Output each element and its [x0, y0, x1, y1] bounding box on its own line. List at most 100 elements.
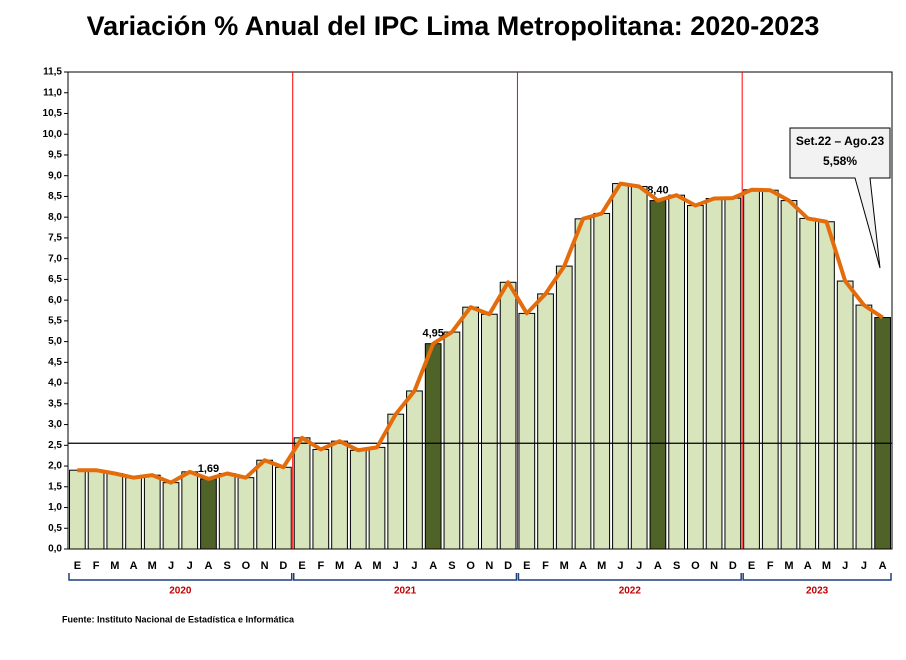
x-tick-label: E [298, 560, 305, 572]
bar [686, 205, 704, 550]
bar [855, 304, 873, 550]
bar [668, 194, 686, 550]
x-tick-label: S [224, 560, 231, 572]
x-tick-label: D [504, 560, 512, 572]
annotation-box [789, 127, 891, 269]
bar [593, 212, 611, 550]
bar [312, 448, 330, 550]
bar [705, 198, 723, 550]
bar [874, 317, 892, 550]
x-tick-label: J [636, 560, 642, 572]
y-tick-label: 4,0 [48, 378, 62, 389]
x-tick-label: N [485, 560, 493, 572]
y-tick-label: 2,0 [48, 461, 62, 472]
bar [780, 200, 798, 550]
x-tick-label: S [673, 560, 680, 572]
x-tick-label: O [466, 560, 475, 572]
x-tick-label: N [261, 560, 269, 572]
y-tick-label: 0,5 [48, 523, 62, 534]
annotation-text: Set.22 – Ago.23 [796, 134, 885, 148]
x-tick-label: F [767, 560, 774, 572]
x-tick-label: J [411, 560, 417, 572]
x-tick-label: M [822, 560, 831, 572]
y-tick-label: 8,5 [48, 191, 62, 202]
y-tick-label: 2,5 [48, 440, 62, 451]
bar [368, 446, 386, 550]
year-label: 2021 [394, 586, 417, 597]
year-bracket [742, 573, 892, 581]
y-tick-label: 11,0 [43, 87, 62, 98]
y-tick-label: 3,5 [48, 398, 62, 409]
y-tick-label: 4,5 [48, 357, 62, 368]
x-tick-label: A [429, 560, 437, 572]
annotation-text: 5,58% [823, 154, 857, 168]
bar [106, 473, 124, 550]
x-tick-label: M [784, 560, 793, 572]
bar [424, 343, 442, 550]
y-tick-label: 9,5 [48, 150, 62, 161]
y-tick-label: 7,5 [48, 233, 62, 244]
x-tick-label: J [617, 560, 623, 572]
bar [162, 482, 180, 550]
bar [256, 459, 274, 550]
bar [836, 280, 854, 550]
bar [499, 281, 517, 550]
y-tick-label: 3,0 [48, 419, 62, 430]
bar [181, 471, 199, 550]
year-bracket [292, 573, 518, 581]
x-tick-label: A [130, 560, 138, 572]
y-tick-label: 9,0 [48, 170, 62, 181]
y-tick-label: 1,0 [48, 502, 62, 513]
year-label: 2022 [619, 586, 642, 597]
line-series [77, 181, 884, 485]
bar [68, 469, 86, 550]
x-tick-label: E [523, 560, 530, 572]
x-tick-label: M [148, 560, 157, 572]
x-tick-label: A [579, 560, 587, 572]
x-tick-label: A [204, 560, 212, 572]
bar [462, 306, 480, 550]
x-tick-label: O [691, 560, 700, 572]
x-tick-label: M [335, 560, 344, 572]
bar [200, 478, 217, 550]
bar [480, 313, 498, 550]
x-tick-label: F [317, 560, 324, 572]
x-tick-label: J [842, 560, 848, 572]
y-tick-label: 6,5 [48, 274, 62, 285]
bar [555, 265, 573, 550]
bar [218, 473, 236, 550]
y-tick-label: 5,5 [48, 316, 62, 327]
x-tick-label: J [168, 560, 174, 572]
bar [443, 331, 461, 550]
bar [143, 474, 161, 550]
x-tick-label: D [279, 560, 287, 572]
data-label: 8,40 [647, 184, 668, 196]
bar [87, 469, 105, 550]
year-bracket [68, 573, 293, 581]
bar [761, 189, 779, 550]
x-tick-label: M [597, 560, 606, 572]
x-tick-label: D [729, 560, 737, 572]
y-tick-label: 6,0 [48, 295, 62, 306]
bar [537, 293, 554, 550]
x-tick-label: F [542, 560, 549, 572]
y-tick-label: 11,5 [43, 67, 62, 78]
x-tick-label: M [560, 560, 569, 572]
bar [743, 189, 760, 550]
x-tick-label: J [187, 560, 193, 572]
x-tick-label: N [710, 560, 718, 572]
y-tick-label: 0,0 [48, 544, 62, 555]
x-tick-label: A [804, 560, 812, 572]
chart-title: Variación % Anual del IPC Lima Metropoli… [87, 11, 820, 41]
x-tick-label: S [448, 560, 455, 572]
year-label: 2020 [169, 586, 192, 597]
bar [649, 200, 667, 550]
bar [630, 185, 648, 550]
plot-frame [67, 71, 893, 550]
year-label: 2023 [806, 586, 829, 597]
y-tick-label: 10,0 [43, 129, 63, 140]
x-tick-label: O [242, 560, 251, 572]
x-tick-label: A [654, 560, 662, 572]
x-tick-label: A [879, 560, 887, 572]
